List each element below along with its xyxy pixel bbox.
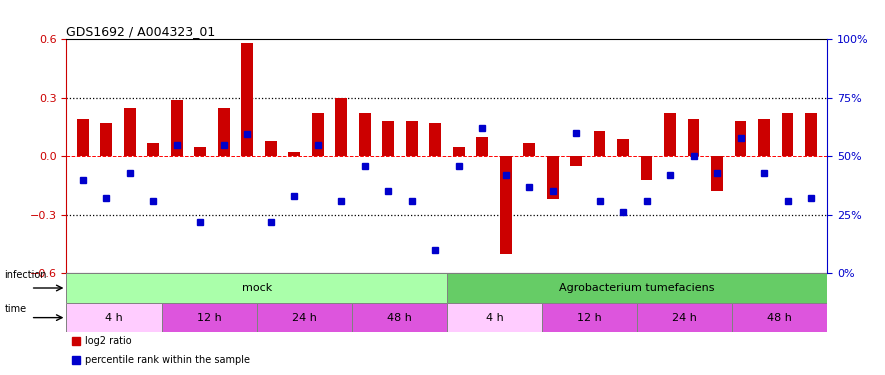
Bar [352, 303, 447, 332]
Bar [453, 147, 465, 156]
Bar [382, 121, 394, 156]
Text: Agrobacterium tumefaciens: Agrobacterium tumefaciens [559, 283, 715, 293]
Bar [66, 303, 161, 332]
Bar [218, 108, 229, 156]
Bar [257, 303, 351, 332]
Bar [542, 303, 637, 332]
Bar [66, 273, 447, 303]
Bar [312, 113, 324, 156]
Bar [171, 100, 182, 156]
Bar [265, 141, 277, 156]
Text: 4 h: 4 h [486, 313, 504, 322]
Text: log2 ratio: log2 ratio [85, 336, 132, 346]
Bar [781, 113, 794, 156]
Bar [429, 123, 441, 156]
Bar [547, 156, 558, 199]
Bar [358, 113, 371, 156]
Bar [688, 119, 699, 156]
Text: 24 h: 24 h [673, 313, 697, 322]
Bar [447, 273, 827, 303]
Bar [406, 121, 418, 156]
Bar [570, 156, 582, 166]
Bar [77, 119, 88, 156]
Bar [733, 303, 827, 332]
Bar [712, 156, 723, 191]
Text: 12 h: 12 h [196, 313, 221, 322]
Text: 48 h: 48 h [387, 313, 412, 322]
Bar [637, 303, 733, 332]
Text: 4 h: 4 h [105, 313, 123, 322]
Text: time: time [4, 304, 27, 314]
Bar [500, 156, 512, 254]
Bar [335, 98, 347, 156]
Bar [289, 152, 300, 156]
Bar [242, 43, 253, 156]
Text: 48 h: 48 h [767, 313, 792, 322]
Bar [100, 123, 112, 156]
Bar [758, 119, 770, 156]
Text: infection: infection [4, 270, 47, 279]
Bar [447, 303, 542, 332]
Bar [148, 142, 159, 156]
Bar [665, 113, 676, 156]
Text: mock: mock [242, 283, 272, 293]
Text: GDS1692 / A004323_01: GDS1692 / A004323_01 [66, 25, 216, 38]
Bar [195, 147, 206, 156]
Text: percentile rank within the sample: percentile rank within the sample [85, 356, 250, 366]
Bar [161, 303, 257, 332]
Bar [617, 139, 629, 156]
Bar [476, 137, 488, 156]
Bar [523, 142, 535, 156]
Bar [594, 131, 605, 156]
Text: 12 h: 12 h [577, 313, 602, 322]
Text: 24 h: 24 h [292, 313, 317, 322]
Bar [805, 113, 817, 156]
Bar [124, 108, 135, 156]
Bar [641, 156, 652, 180]
Bar [735, 121, 746, 156]
